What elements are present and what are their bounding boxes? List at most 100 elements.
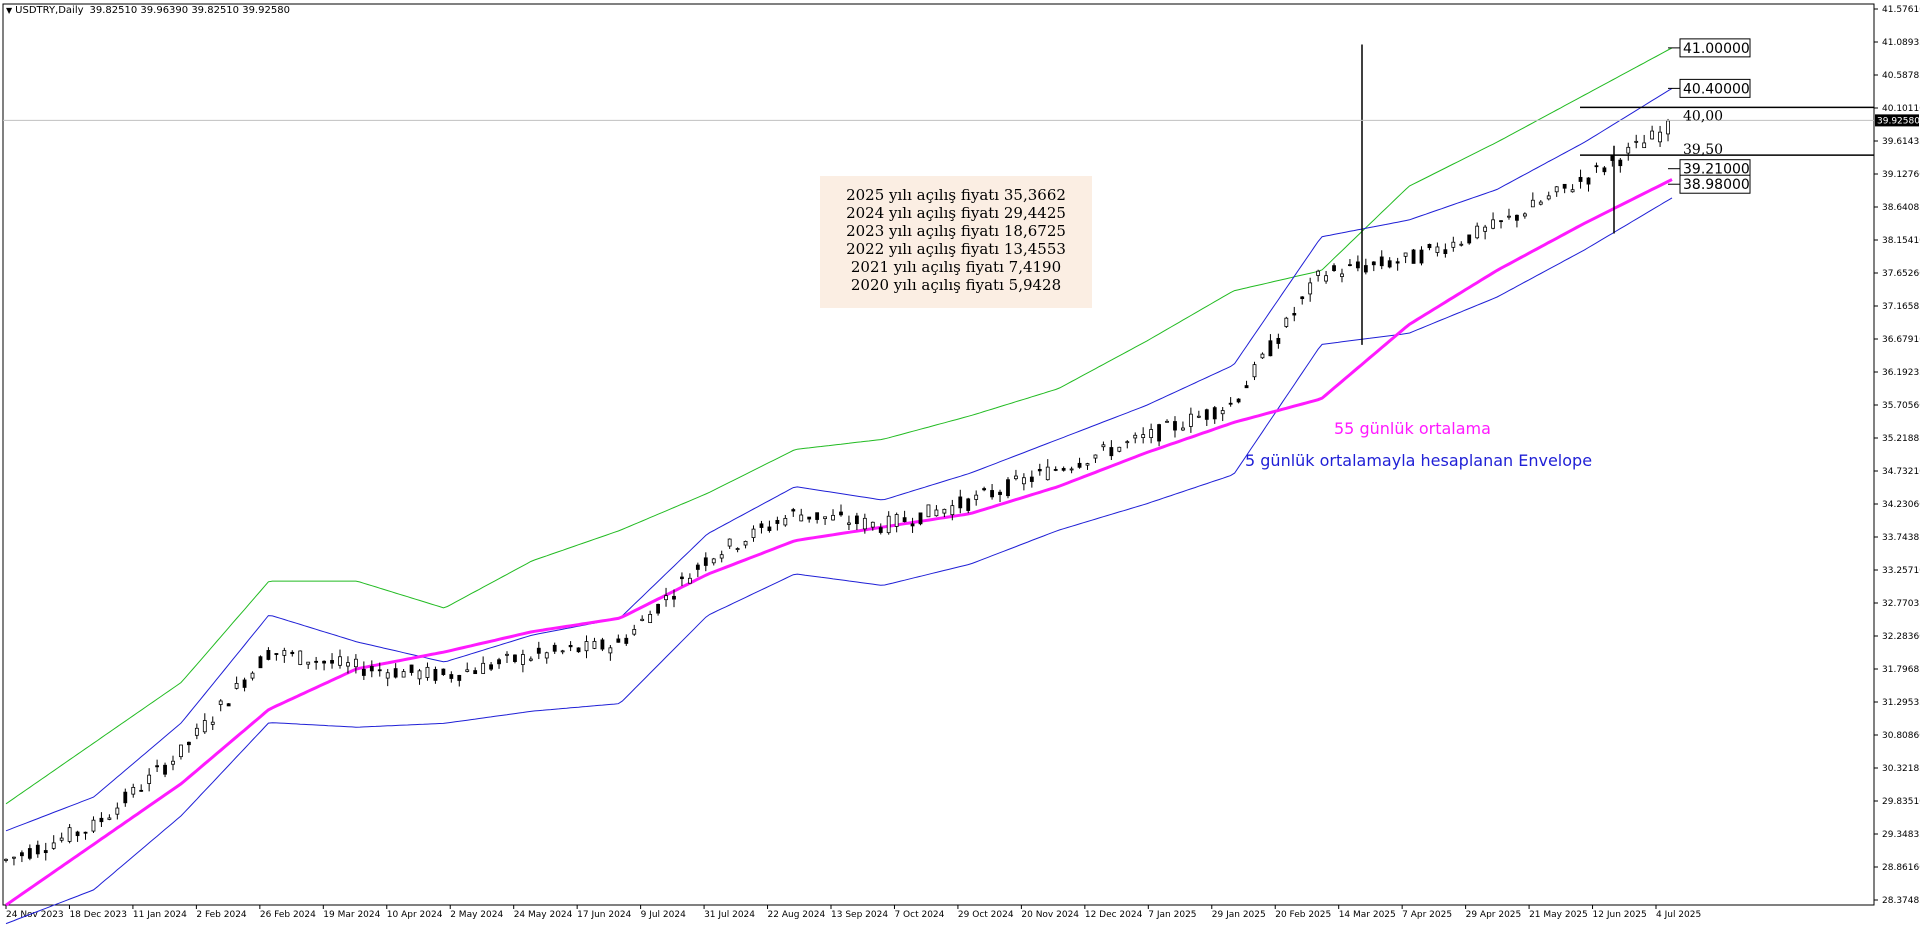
candle-body: [958, 496, 963, 509]
candle-body: [505, 653, 509, 656]
info-line-2024: 2024 yılı açılış fiyatı 29,4425: [846, 204, 1066, 222]
y-tick-label: 29.83510: [1882, 797, 1920, 807]
candle-body: [680, 576, 684, 580]
level-box: [1679, 174, 1751, 194]
candle-body: [1014, 475, 1018, 480]
candle-body: [1491, 219, 1495, 229]
candle-body: [1292, 313, 1297, 316]
candle-body: [1300, 296, 1305, 300]
candle-body: [1037, 468, 1042, 472]
candle-body: [1459, 243, 1464, 246]
candle-body: [870, 521, 875, 528]
candle-body: [1117, 446, 1122, 452]
x-tick-label: 7 Oct 2024: [894, 910, 944, 920]
candle-body: [1522, 213, 1527, 217]
candle-body: [1324, 275, 1328, 282]
x-tick-label: 22 Aug 2024: [768, 910, 826, 920]
candle-body: [934, 509, 939, 517]
y-tick-label: 35.21885: [1882, 434, 1920, 444]
candle-body: [910, 523, 915, 527]
candle-body: [210, 721, 215, 725]
y-tick-label: 31.79685: [1882, 665, 1920, 675]
candle-body: [51, 842, 56, 849]
candle-body: [1467, 234, 1472, 244]
candle-body: [218, 700, 223, 705]
candle-body: [1483, 226, 1488, 232]
y-tick-label: 30.32185: [1882, 764, 1920, 774]
x-tick-label: 7 Jan 2025: [1148, 910, 1196, 920]
candle-body: [1443, 249, 1448, 255]
x-tick-label: 21 May 2025: [1529, 910, 1588, 920]
candle-body: [1363, 265, 1368, 273]
info-line-2021: 2021 yılı açılış fiyatı 7,4190: [850, 258, 1062, 276]
candle-body: [1053, 469, 1058, 471]
y-tick-label: 38.15410: [1882, 236, 1920, 246]
x-tick-label: 26 Feb 2024: [260, 910, 316, 920]
candle-body: [807, 516, 812, 520]
candle-body: [847, 522, 851, 525]
candle-body: [1085, 463, 1090, 466]
y-tick-label: 28.37485: [1882, 896, 1920, 906]
candle-body: [1411, 249, 1416, 264]
candle-body: [91, 819, 96, 832]
candle-body: [1133, 434, 1138, 439]
candle-body: [179, 744, 183, 758]
candle-body: [751, 528, 756, 539]
candle-body: [290, 651, 295, 655]
candle-body: [1530, 199, 1535, 208]
candle-body: [584, 641, 589, 652]
candle-body: [497, 659, 501, 665]
candle-body: [1236, 398, 1241, 403]
candle-body: [902, 517, 907, 523]
candle-body: [1626, 146, 1631, 154]
candle-body: [1109, 447, 1114, 457]
dropdown-triangle-icon[interactable]: ▼: [6, 6, 13, 15]
candle-body: [727, 538, 732, 547]
candle-body: [1077, 462, 1082, 468]
candle-body: [536, 647, 541, 654]
candle-body: [1157, 424, 1161, 442]
candle-body: [1586, 177, 1591, 185]
x-tick-label: 12 Dec 2024: [1085, 910, 1143, 920]
y-tick-label: 29.34835: [1882, 830, 1920, 840]
candle-body: [449, 674, 454, 679]
y-tick-label: 41.57610: [1882, 5, 1920, 15]
candle-body: [226, 703, 231, 707]
x-tick-label: 24 Nov 2023: [6, 910, 64, 920]
candle-body: [1196, 415, 1201, 418]
candle-body: [608, 647, 613, 654]
candle-body: [298, 650, 303, 665]
candle-body: [1212, 407, 1217, 420]
candle-body: [1650, 130, 1655, 140]
candle-body: [600, 639, 605, 650]
candle-body: [123, 791, 128, 804]
candle-body: [998, 491, 1002, 495]
candle-body: [115, 807, 120, 815]
x-tick-label: 31 Jul 2024: [704, 910, 755, 920]
y-tick-label: 39.12760: [1882, 170, 1920, 180]
y-tick-label: 40.10110: [1882, 104, 1920, 114]
candle-body: [75, 831, 80, 837]
candle-body: [99, 817, 104, 823]
y-tick-label: 34.73210: [1882, 467, 1920, 477]
y-tick-label: 37.16585: [1882, 302, 1920, 312]
candle-body: [520, 654, 525, 665]
candle-body: [1093, 454, 1098, 459]
candle-body: [775, 520, 780, 524]
candle-body: [926, 504, 931, 518]
candle-body: [831, 514, 835, 521]
candle-body: [767, 526, 772, 531]
candle-body: [1427, 243, 1432, 249]
info-line-2020: 2020 yılı açılış fiyatı 5,9428: [850, 276, 1062, 294]
candle-body: [616, 638, 621, 643]
x-tick-label: 19 Mar 2024: [323, 910, 380, 920]
candle-body: [187, 741, 191, 746]
candle-body: [743, 540, 748, 546]
candle-body: [155, 765, 159, 768]
candle-body: [1642, 142, 1647, 149]
candle-body: [425, 666, 430, 678]
x-tick-label: 29 Oct 2024: [958, 910, 1014, 920]
candle-body: [330, 660, 334, 664]
envelope-annotation: 5 günlük ortalamayla hesaplanan Envelope: [1245, 451, 1593, 470]
